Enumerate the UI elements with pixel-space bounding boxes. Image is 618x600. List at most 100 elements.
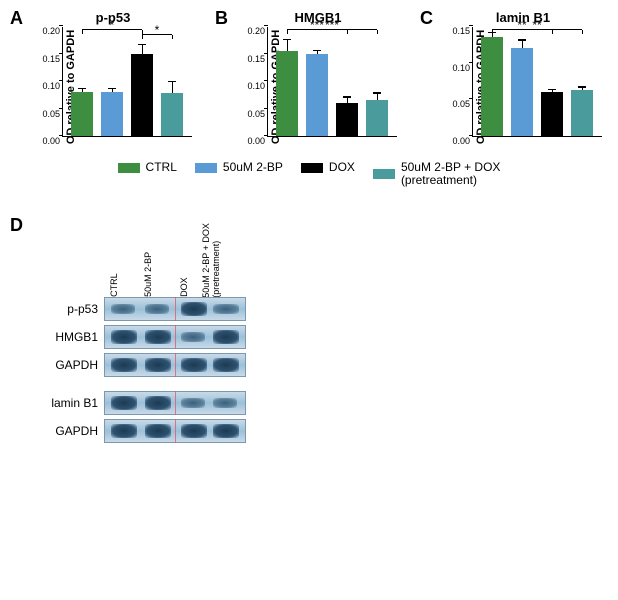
- blot-band: [111, 330, 137, 344]
- y-tick-label: 0.10: [452, 63, 473, 73]
- blot-protein-name: GAPDH: [28, 424, 104, 438]
- significance-marker: ***: [325, 21, 339, 29]
- legend-item: CTRL: [118, 161, 177, 174]
- blot-row: lamin B1: [28, 391, 608, 415]
- y-tick-label: 0.05: [42, 109, 63, 119]
- blot-band: [145, 396, 171, 410]
- blot-row: HMGB1: [28, 325, 608, 349]
- bar: [481, 37, 503, 136]
- bar: [336, 103, 358, 136]
- lane-label: 50uM 2-BP: [144, 252, 154, 297]
- lane-labels: CTRL50uM 2-BPDOX50uM 2-BP + DOX(pretreat…: [104, 217, 608, 297]
- legend-swatch: [195, 163, 217, 173]
- blot-band: [213, 304, 239, 314]
- blot-row: GAPDH: [28, 353, 608, 377]
- y-tick-label: 0.00: [247, 136, 268, 146]
- bar: [101, 92, 123, 136]
- y-tick-label: 0.20: [247, 26, 268, 36]
- y-tick-label: 0.15: [452, 26, 473, 36]
- y-tick-label: 0.05: [452, 99, 473, 109]
- y-tick-label: 0.15: [42, 54, 63, 64]
- panel-b-chart: OD relative to GAPDH0.000.050.100.150.20…: [233, 27, 403, 147]
- blot-protein-name: lamin B1: [28, 396, 104, 410]
- legend-swatch: [301, 163, 323, 173]
- blot-strip: [104, 297, 246, 321]
- blot-row: GAPDH: [28, 419, 608, 443]
- legend-item: DOX: [301, 161, 355, 174]
- legend-swatch: [373, 169, 395, 179]
- significance-marker: *: [155, 26, 160, 34]
- bar: [366, 100, 388, 136]
- blot-band: [213, 330, 239, 344]
- lane-label: 50uM 2-BP + DOX(pretreatment): [202, 207, 222, 297]
- blot-band: [145, 304, 169, 314]
- y-tick-label: 0.10: [42, 81, 63, 91]
- legend-swatch: [118, 163, 140, 173]
- lane-label: CTRL: [110, 274, 120, 298]
- panel-c: C lamin B1 OD relative to GAPDH0.000.050…: [420, 10, 608, 147]
- panel-d: D CTRL50uM 2-BPDOX50uM 2-BP + DOX(pretre…: [10, 217, 608, 443]
- bar: [306, 54, 328, 137]
- blot-protein-name: p-p53: [28, 302, 104, 316]
- significance-marker: **: [532, 21, 541, 29]
- panel-c-chart: OD relative to GAPDH0.000.050.100.15****: [438, 27, 608, 147]
- bar: [71, 92, 93, 136]
- blot-band: [181, 424, 207, 438]
- panel-b-label: B: [215, 8, 228, 29]
- plot-area: 0.000.050.100.150.20**: [62, 27, 192, 137]
- panel-a: A p-p53 OD relative to GAPDH0.000.050.10…: [10, 10, 198, 147]
- blot-band: [181, 332, 205, 342]
- blot-band: [213, 358, 239, 372]
- legend: CTRL 50uM 2-BP DOX 50uM 2-BP + DOX(pretreat…: [10, 161, 608, 187]
- legend-item: 50uM 2-BP: [195, 161, 283, 174]
- bar: [541, 92, 563, 136]
- blot-band: [145, 424, 171, 438]
- y-tick-label: 0.15: [247, 54, 268, 64]
- panel-c-label: C: [420, 8, 433, 29]
- blot-strip: [104, 391, 246, 415]
- y-tick-label: 0.05: [247, 109, 268, 119]
- panel-d-label: D: [10, 215, 23, 236]
- y-tick-label: 0.10: [247, 81, 268, 91]
- significance-marker: *: [110, 21, 115, 29]
- blot-band: [181, 302, 207, 316]
- bar: [131, 54, 153, 137]
- legend-label: 50uM 2-BP: [223, 161, 283, 174]
- bar: [276, 51, 298, 136]
- panel-a-chart: OD relative to GAPDH0.000.050.100.150.20…: [28, 27, 198, 147]
- blot-row: p-p53: [28, 297, 608, 321]
- blot-band: [145, 330, 171, 344]
- lane-label: DOX: [180, 278, 190, 298]
- blot-band: [181, 358, 207, 372]
- plot-area: 0.000.050.100.150.20******: [267, 27, 397, 137]
- blot-band: [111, 358, 137, 372]
- y-tick-label: 0.00: [452, 136, 473, 146]
- blot-band: [145, 358, 171, 372]
- blot-band: [213, 424, 239, 438]
- legend-label: CTRL: [146, 161, 177, 174]
- significance-marker: **: [517, 21, 526, 29]
- y-tick-label: 0.20: [42, 26, 63, 36]
- bar: [511, 48, 533, 136]
- blot-band: [111, 304, 135, 314]
- y-tick-label: 0.00: [42, 136, 63, 146]
- plot-area: 0.000.050.100.15****: [472, 27, 602, 137]
- blot-protein-name: HMGB1: [28, 330, 104, 344]
- blot-band: [213, 398, 237, 408]
- legend-label: DOX: [329, 161, 355, 174]
- blot-container: p-p53 HMGB1 GAPDH lamin B1 GAPDH: [28, 297, 608, 443]
- blot-band: [181, 398, 205, 408]
- bar: [161, 93, 183, 136]
- blot-band: [111, 396, 137, 410]
- legend-label: 50uM 2-BP + DOX(pretreatment): [401, 161, 501, 187]
- legend-item: 50uM 2-BP + DOX(pretreatment): [373, 161, 501, 187]
- significance-marker: ***: [310, 21, 324, 29]
- blot-strip: [104, 419, 246, 443]
- charts-row: A p-p53 OD relative to GAPDH0.000.050.10…: [10, 10, 608, 147]
- blot-strip: [104, 353, 246, 377]
- panel-b: B HMGB1 OD relative to GAPDH0.000.050.10…: [215, 10, 403, 147]
- blot-protein-name: GAPDH: [28, 358, 104, 372]
- blot-band: [111, 424, 137, 438]
- bar: [571, 90, 593, 136]
- blot-strip: [104, 325, 246, 349]
